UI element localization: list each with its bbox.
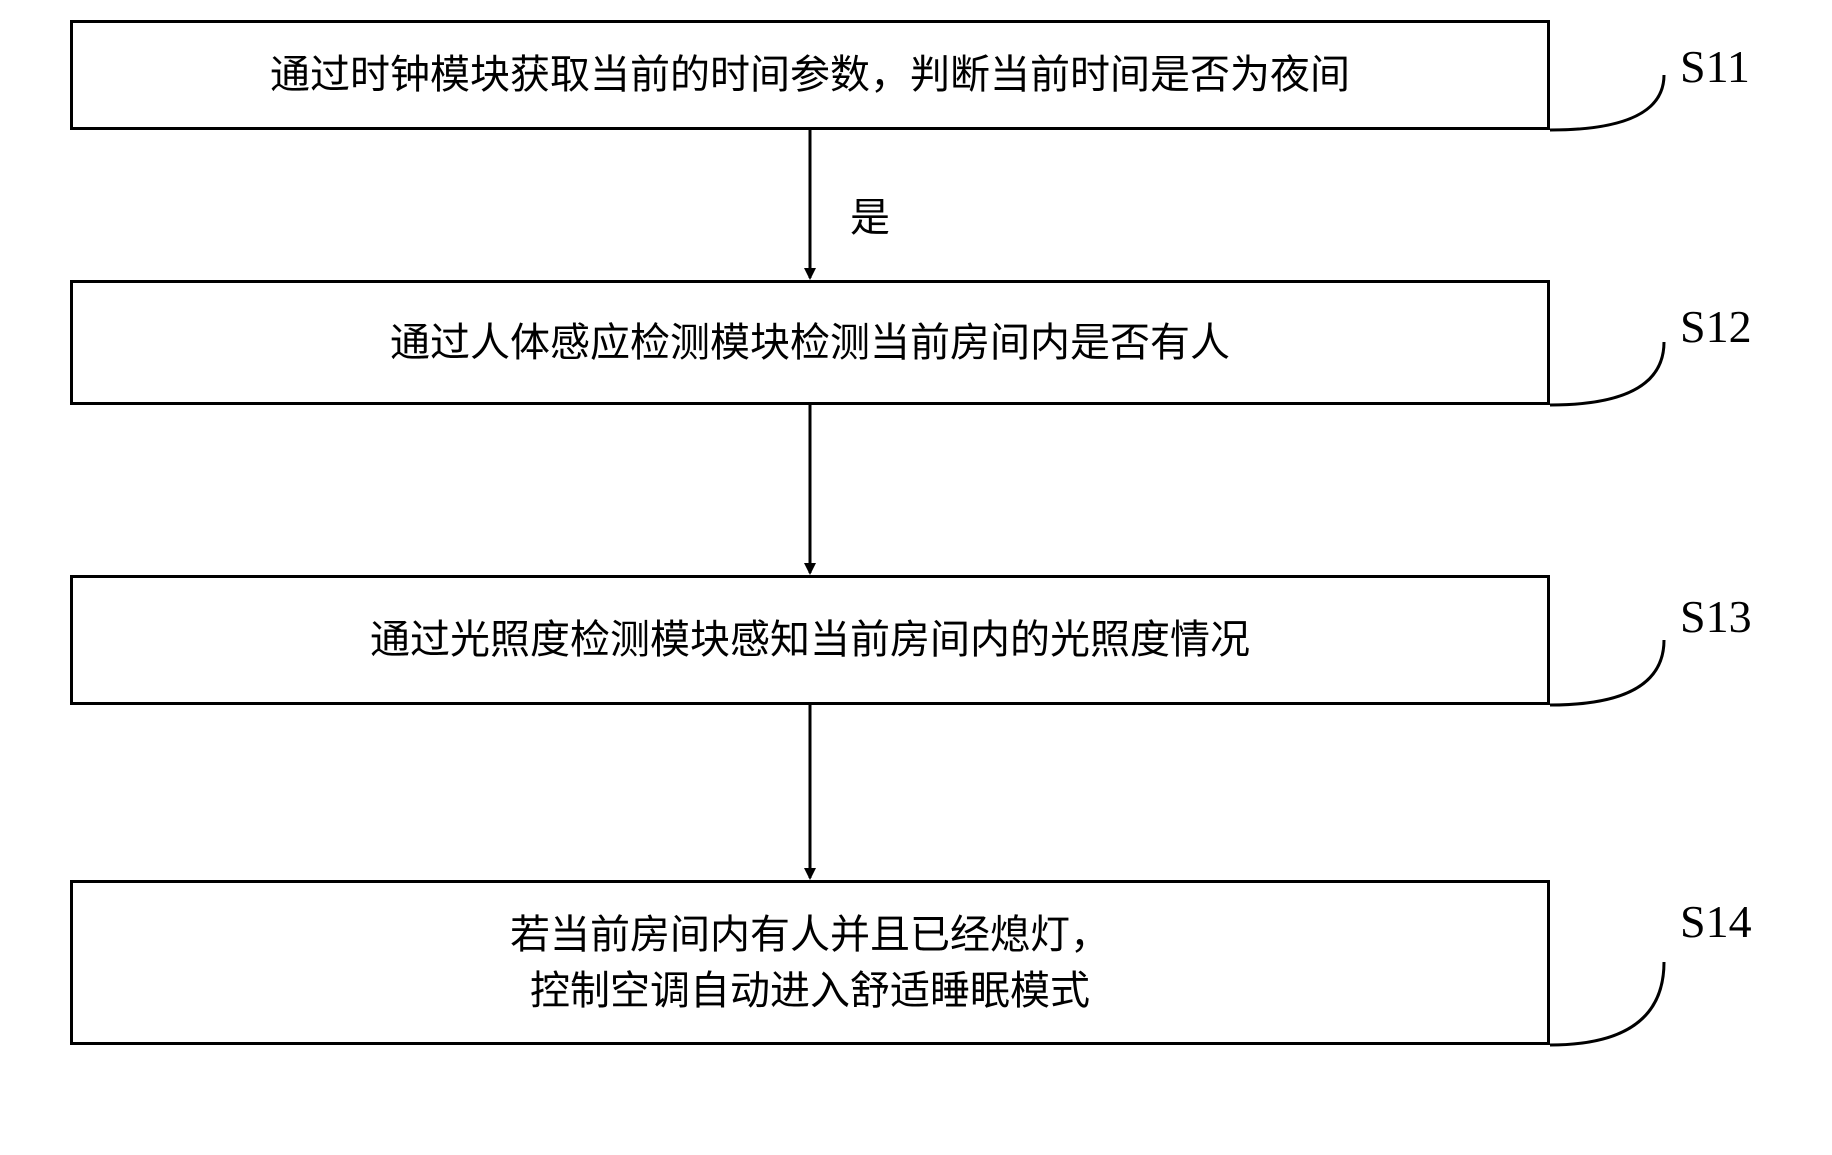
step-box-s13: 通过光照度检测模块感知当前房间内的光照度情况: [70, 575, 1550, 705]
step-text: 控制空调自动进入舒适睡眠模式: [530, 963, 1090, 1019]
step-box-s12: 通过人体感应检测模块检测当前房间内是否有人: [70, 280, 1550, 405]
step-text: 若当前房间内有人并且已经熄灯，: [510, 907, 1110, 963]
step-text: 通过光照度检测模块感知当前房间内的光照度情况: [370, 612, 1250, 668]
label-bracket-s13: [1550, 640, 1664, 705]
step-label-s13: S13: [1680, 590, 1752, 643]
step-box-s14: 若当前房间内有人并且已经熄灯，控制空调自动进入舒适睡眠模式: [70, 880, 1550, 1045]
label-bracket-s12: [1550, 342, 1664, 405]
step-label-s11: S11: [1680, 40, 1750, 93]
step-label-s14: S14: [1680, 895, 1752, 948]
step-text: 通过人体感应检测模块检测当前房间内是否有人: [390, 315, 1230, 371]
step-box-s11: 通过时钟模块获取当前的时间参数，判断当前时间是否为夜间: [70, 20, 1550, 130]
label-bracket-s11: [1550, 75, 1664, 130]
step-label-s12: S12: [1680, 300, 1752, 353]
label-bracket-s14: [1550, 962, 1664, 1045]
step-text: 通过时钟模块获取当前的时间参数，判断当前时间是否为夜间: [270, 47, 1350, 103]
edge-label-S11-S12: 是: [850, 185, 890, 243]
flowchart-container: 通过时钟模块获取当前的时间参数，判断当前时间是否为夜间 S11 通过人体感应检测模块…: [0, 0, 1832, 1155]
